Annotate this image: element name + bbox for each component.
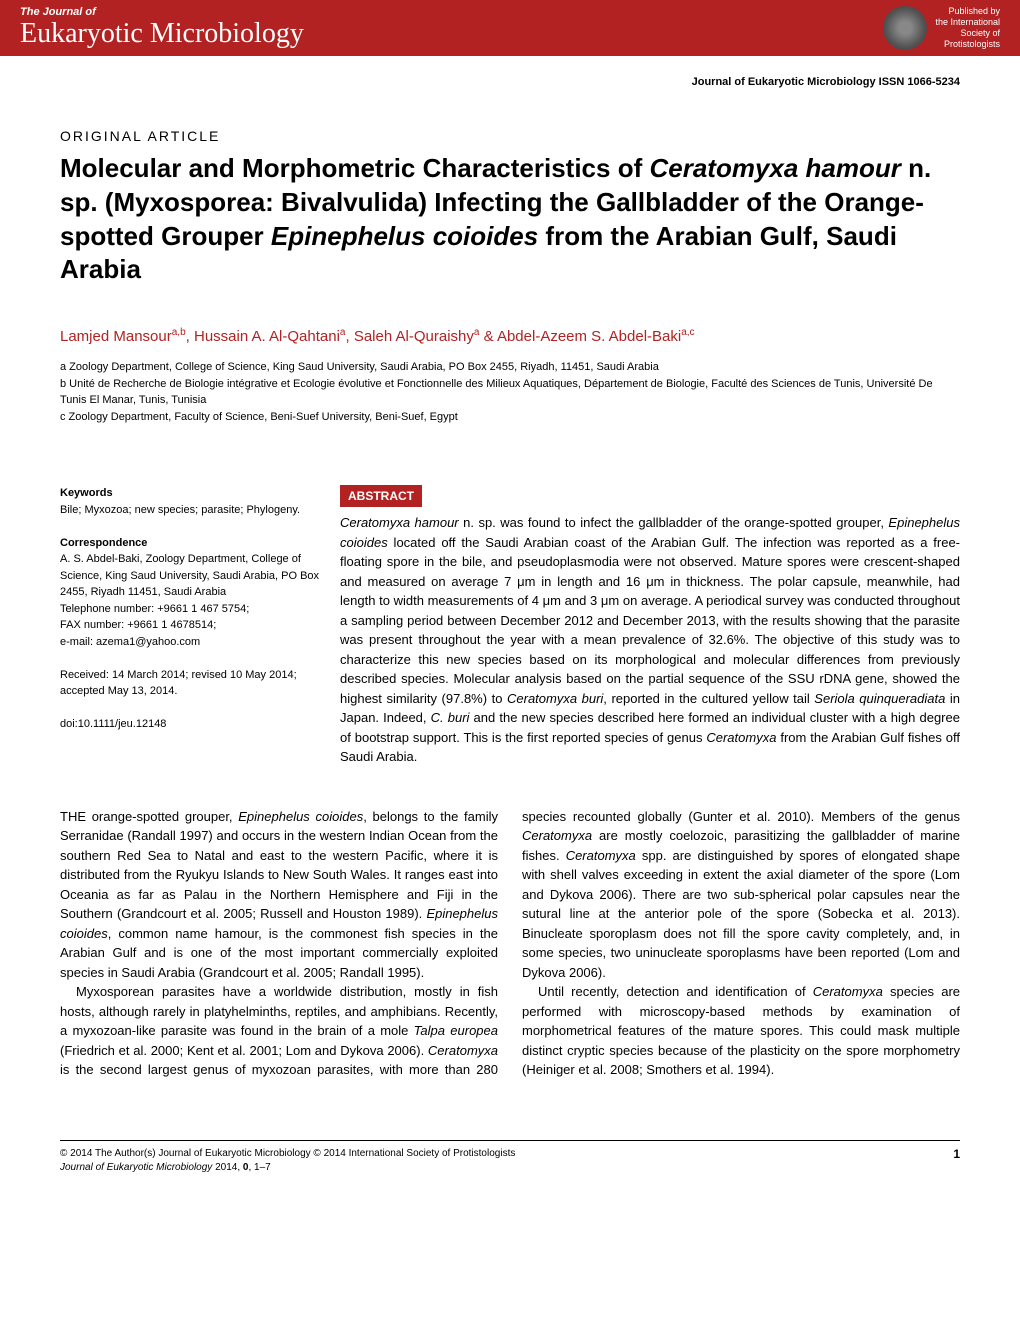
p2i: spp. are distinguished by spores of elon… (522, 848, 960, 980)
email: e-mail: azema1@yahoo.com (60, 634, 320, 651)
page-content: Journal of Eukaryotic Microbiology ISSN … (0, 56, 1020, 1205)
affiliation-a: a Zoology Department, College of Science… (60, 359, 960, 376)
abs-i5: Ceratomyxa buri (507, 691, 603, 706)
author-1: Lamjed Mansour (60, 328, 172, 345)
affiliation-c: c Zoology Department, Faculty of Science… (60, 409, 960, 426)
author-4-aff: a,c (681, 327, 694, 338)
citation-pages: , 1–7 (248, 1162, 270, 1173)
society-line-2: Society of (935, 28, 1000, 39)
p1a: THE orange-spotted grouper, (60, 809, 238, 824)
citation-year: 2014, (212, 1162, 243, 1173)
p2c: (Friedrich et al. 2000; Kent et al. 2001… (60, 1043, 428, 1058)
society-line-1: the International (935, 17, 1000, 28)
affiliation-b: b Unité de Recherche de Biologie intégra… (60, 376, 960, 409)
p2d: Ceratomyxa (428, 1043, 498, 1058)
p2f: Ceratomyxa (522, 828, 592, 843)
journal-of: The Journal of (20, 6, 304, 18)
copyright: © 2014 The Author(s) Journal of Eukaryot… (60, 1147, 515, 1161)
title-part-1: Molecular and Morphometric Characteristi… (60, 153, 649, 183)
header-right: Published by the International Society o… (883, 6, 1000, 50)
article-type: ORIGINAL ARTICLE (60, 128, 960, 144)
society-line-3: Protistologists (935, 39, 1000, 50)
telephone: Telephone number: +9661 1 467 5754; (60, 601, 320, 618)
society-logo-icon (883, 6, 927, 50)
abs-i9: C. buri (431, 710, 470, 725)
p2b: Talpa europea (414, 1023, 498, 1038)
author-2: Hussain A. Al-Qahtani (194, 328, 340, 345)
abstract-text: Ceratomyxa hamour n. sp. was found to in… (340, 513, 960, 767)
abs-t6: , reported in the cultured yellow tail (603, 691, 814, 706)
abs-i11: Ceratomyxa (706, 730, 776, 745)
author-1-aff: a,b (172, 327, 186, 338)
correspondence: A. S. Abdel-Baki, Zoology Department, Co… (60, 551, 320, 601)
p3a: Until recently, detection and identifica… (538, 984, 813, 999)
issn: Journal of Eukaryotic Microbiology ISSN … (60, 76, 960, 88)
fax: FAX number: +9661 1 4678514; (60, 617, 320, 634)
journal-name: Eukaryotic Microbiology (20, 18, 304, 50)
page-number: 1 (953, 1147, 960, 1175)
p2h: Ceratomyxa (566, 848, 636, 863)
publisher-info: Published by the International Society o… (935, 6, 1000, 49)
meta-abstract-row: Keywords Bile; Myxozoa; new species; par… (60, 485, 960, 767)
authors: Lamjed Mansoura,b, Hussain A. Al-Qahtani… (60, 327, 960, 345)
footer-left: © 2014 The Author(s) Journal of Eukaryot… (60, 1147, 515, 1175)
body-text: THE orange-spotted grouper, Epinephelus … (60, 807, 960, 1080)
published-by: Published by (935, 6, 1000, 17)
p1b: Epinephelus coioides (238, 809, 363, 824)
abs-t4: located off the Saudi Arabian coast of t… (340, 535, 960, 706)
author-4: Abdel-Azeem S. Abdel-Baki (497, 328, 681, 345)
author-amp: & (479, 328, 497, 345)
abstract-label: ABSTRACT (340, 485, 422, 507)
p1c: , belongs to the family Serranidae (Rand… (60, 809, 498, 922)
abs-i7: Seriola quinqueradiata (814, 691, 945, 706)
header-left: The Journal of Eukaryotic Microbiology (20, 6, 304, 50)
author-2-aff: a (340, 327, 346, 338)
keywords: Bile; Myxozoa; new species; parasite; Ph… (60, 502, 320, 519)
title-species-2: Epinephelus coioides (271, 221, 538, 251)
meta-column: Keywords Bile; Myxozoa; new species; par… (60, 485, 320, 767)
body-p3: Until recently, detection and identifica… (522, 982, 960, 1080)
abstract-column: ABSTRACT Ceratomyxa hamour n. sp. was fo… (340, 485, 960, 767)
keywords-label: Keywords (60, 485, 320, 502)
received: Received: 14 March 2014; revised 10 May … (60, 667, 320, 700)
affiliations: a Zoology Department, College of Science… (60, 359, 960, 425)
doi: doi:10.1111/jeu.12148 (60, 716, 320, 733)
abs-t2: n. sp. was found to infect the gallbladd… (459, 515, 889, 530)
title-species-1: Ceratomyxa hamour (649, 153, 900, 183)
body-p1: THE orange-spotted grouper, Epinephelus … (60, 807, 498, 983)
author-3: Saleh Al-Quraishy (354, 328, 474, 345)
p1e: , common name hamour, is the commonest f… (60, 926, 498, 980)
citation: Journal of Eukaryotic Microbiology 2014,… (60, 1161, 515, 1175)
correspondence-label: Correspondence (60, 535, 320, 552)
article-title: Molecular and Morphometric Characteristi… (60, 152, 960, 287)
p3b: Ceratomyxa (813, 984, 883, 999)
abs-i1: Ceratomyxa hamour (340, 515, 459, 530)
journal-header: The Journal of Eukaryotic Microbiology P… (0, 0, 1020, 56)
citation-journal: Journal of Eukaryotic Microbiology (60, 1162, 212, 1173)
page-footer: © 2014 The Author(s) Journal of Eukaryot… (60, 1140, 960, 1175)
